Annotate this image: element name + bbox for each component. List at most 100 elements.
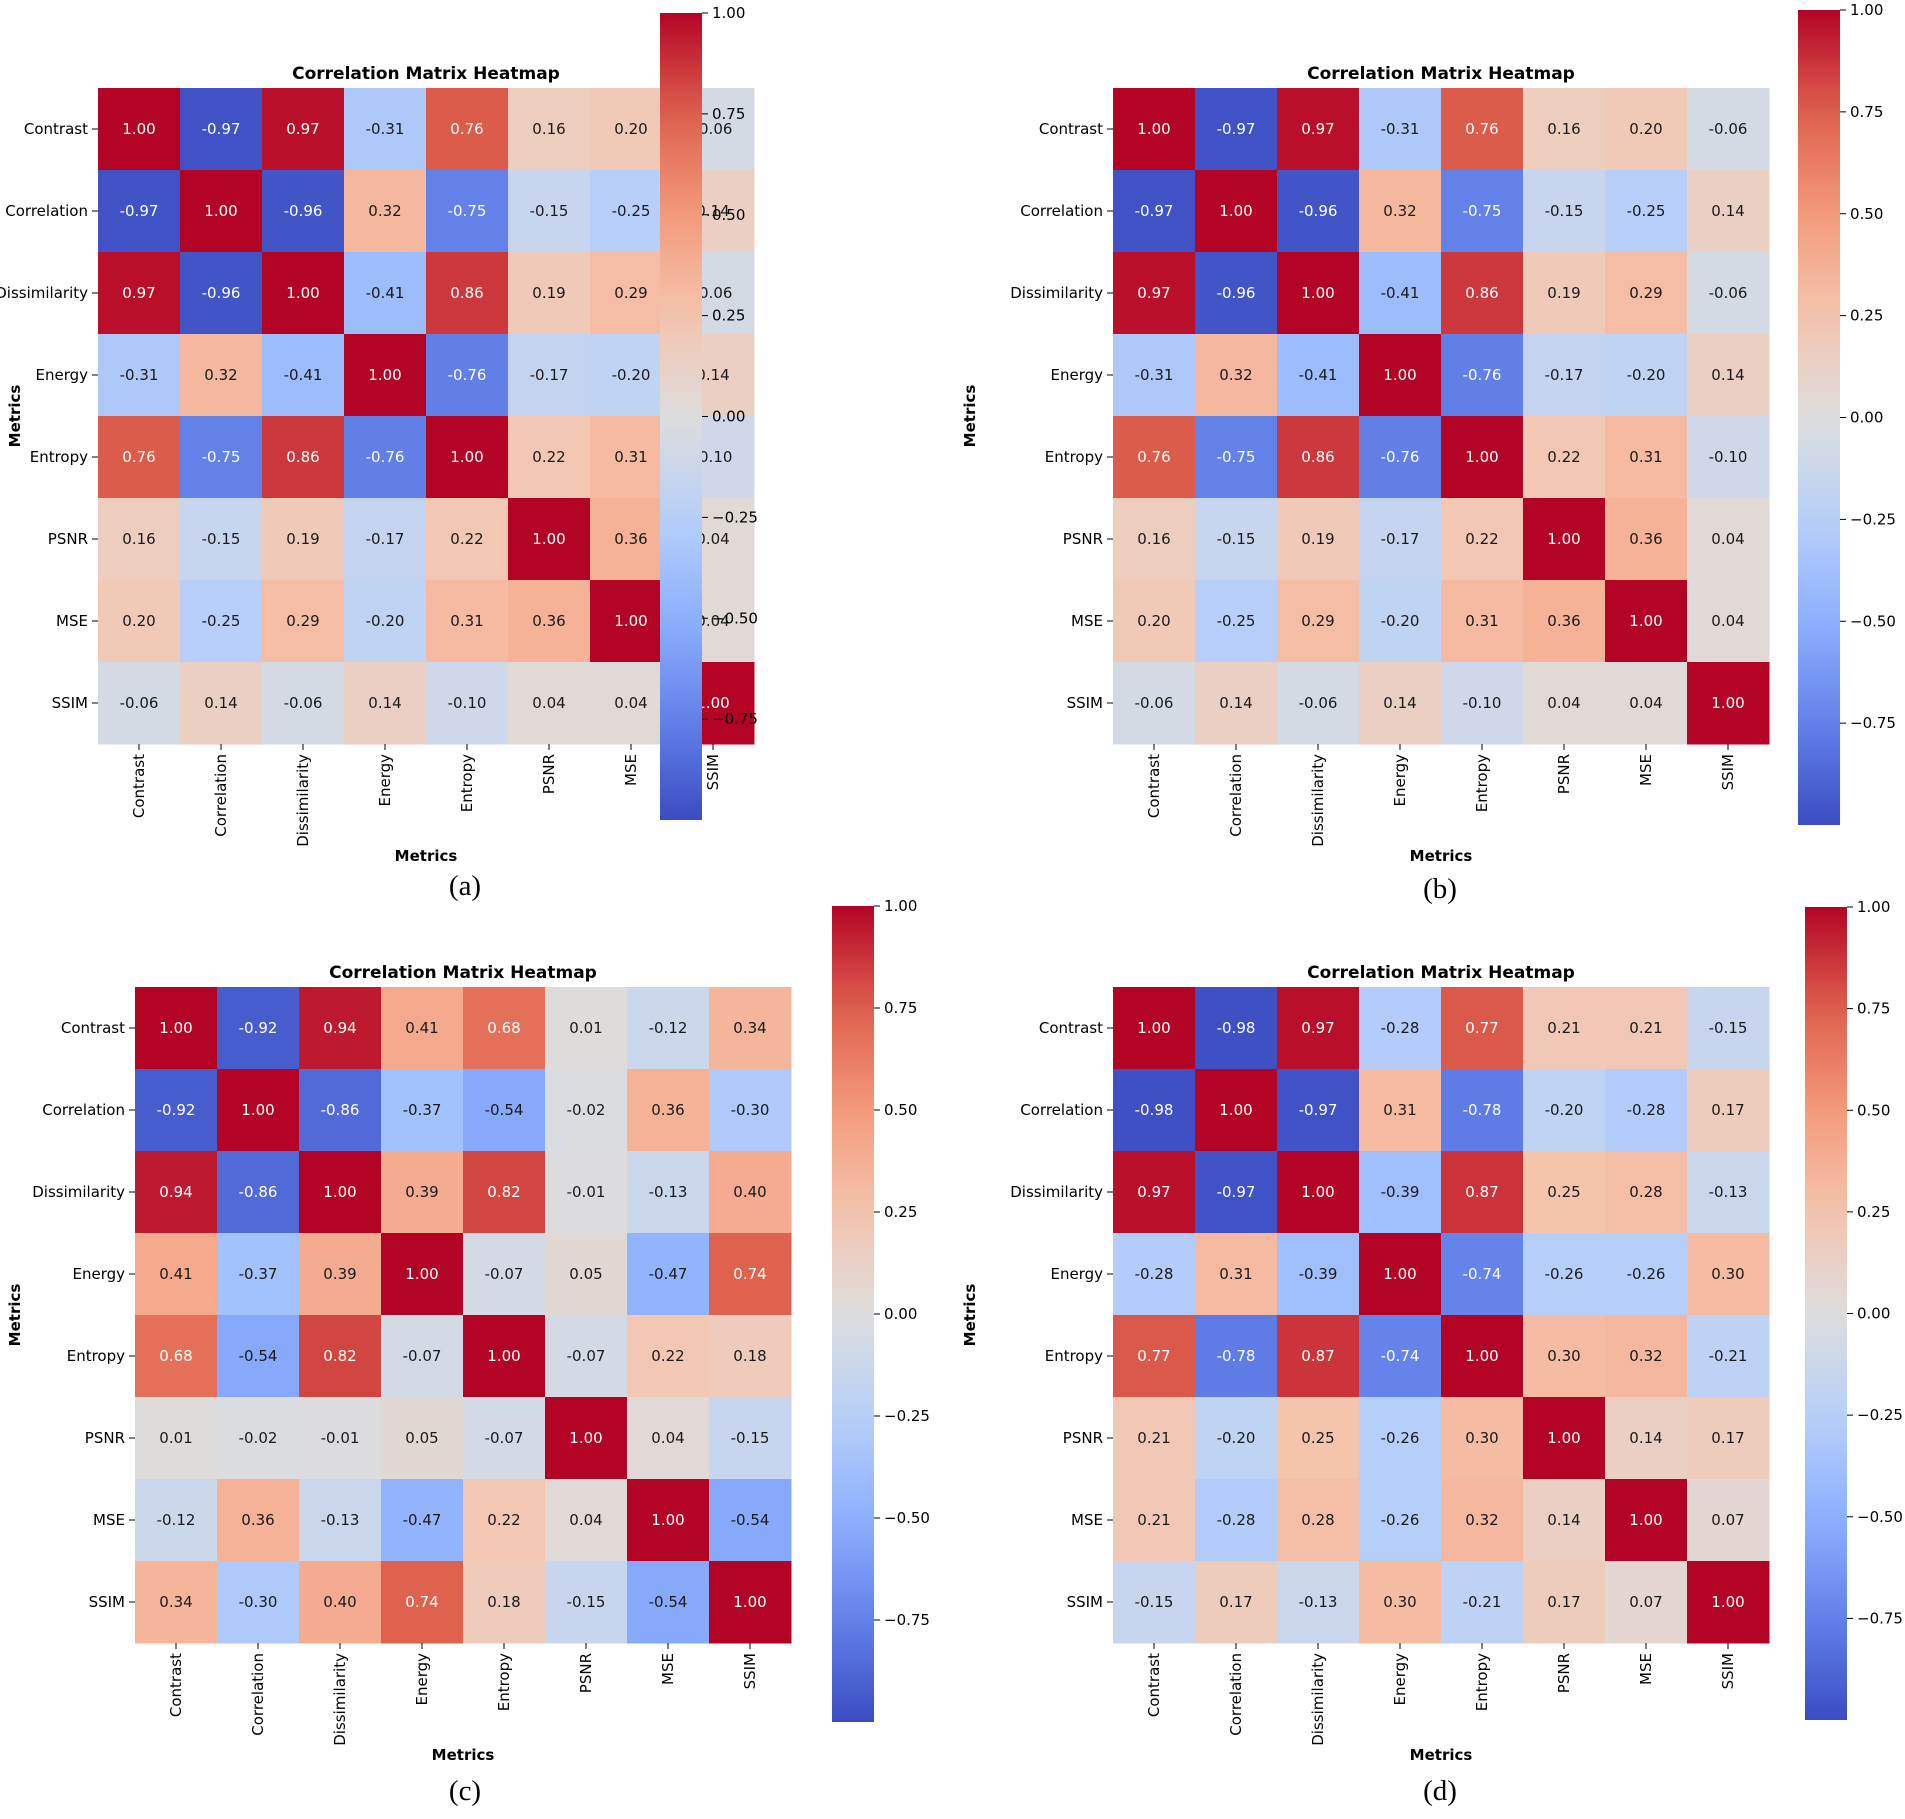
heatmap-cell [1687,662,1770,745]
heatmap-cell [98,88,181,171]
cell-value-label: 0.21 [1629,1019,1662,1037]
x-tick-label: Dissimilarity [294,754,312,847]
heatmap-cell [1441,334,1524,417]
y-axis-label: Metrics [961,385,979,448]
y-tick-label: Contrast [1039,120,1103,138]
cell-value-label: -0.39 [1381,1183,1420,1201]
heatmap-cell [1687,1151,1770,1234]
heatmap-cell [1195,1397,1278,1480]
heatmap-cell [508,252,591,335]
heatmap-cell [1605,1151,1688,1234]
heatmap-cell [1359,252,1442,335]
cell-value-label: -0.86 [321,1101,360,1119]
cell-value-label: 1.00 [1711,694,1744,712]
heatmap-cell [545,1315,628,1398]
cell-value-label: -0.75 [448,202,487,220]
cell-value-label: 0.14 [696,366,729,384]
heatmap-cell [1441,88,1524,171]
heatmap-cell [1441,252,1524,335]
heatmap-cell [1687,1561,1770,1644]
heatmap-cell [1523,662,1606,745]
heatmap-cell [262,170,345,253]
heatmap-cell [1113,580,1196,663]
cell-value-label: 0.97 [1137,1183,1170,1201]
y-tick-label: Contrast [1039,1019,1103,1037]
cell-value-label: 0.07 [1711,1511,1744,1529]
heatmap-cell [1605,987,1688,1070]
heatmap-cell [1195,334,1278,417]
heatmap-cell [1605,498,1688,581]
heatmap-cell [709,1069,792,1152]
cell-value-label: 1.00 [1137,1019,1170,1037]
heatmap-cell [1441,1069,1524,1152]
colorbar [660,13,702,820]
y-tick-label: PSNR [48,530,88,548]
cell-value-label: 0.31 [1219,1265,1252,1283]
cell-value-label: 0.30 [1383,1593,1416,1611]
heatmap-cell [1687,252,1770,335]
cell-value-label: 0.04 [1547,694,1580,712]
colorbar-tick-label: 1.00 [1850,1,1883,19]
cell-value-label: -0.06 [1709,284,1748,302]
cell-value-label: -0.25 [1627,202,1666,220]
colorbar-tick-label: 0.25 [884,1203,917,1221]
heatmap-panel-b: 1.00 -0.97 0.97 -0.31 0.76 0.16 0.20 -0.06 -0.97… [955,0,1905,900]
colorbar-tick-label: 0.00 [1850,409,1883,427]
x-tick-label: SSIM [1719,1653,1737,1689]
cell-value-label: -0.12 [157,1511,196,1529]
y-tick-label: PSNR [1063,1429,1103,1447]
heatmap-cell [1113,334,1196,417]
cell-value-label: -0.30 [239,1593,278,1611]
cell-value-label: 1.00 [122,120,155,138]
y-axis-label: Metrics [961,1284,979,1347]
heatmap-cell [1195,416,1278,499]
x-axis-label: Metrics [395,847,458,865]
heatmap-cell [1195,1069,1278,1152]
cell-value-label: 0.31 [1465,612,1498,630]
cell-value-label: -0.13 [1299,1593,1338,1611]
heatmap-cell [1113,1561,1196,1644]
cell-value-label: 1.00 [1547,530,1580,548]
heatmap-cell [1195,1315,1278,1398]
cell-value-label: 0.18 [487,1593,520,1611]
cell-value-label: -0.06 [1709,120,1748,138]
cell-value-label: 0.74 [733,1265,766,1283]
heatmap-cell [463,1233,546,1316]
cell-value-label: -0.97 [1217,120,1256,138]
heatmap-cell [135,987,218,1070]
heatmap-cell [180,334,263,417]
y-tick-label: PSNR [1063,530,1103,548]
x-tick-label: MSE [659,1653,677,1685]
cell-value-label: 0.31 [450,612,483,630]
cell-value-label: -0.15 [1135,1593,1174,1611]
cell-value-label: 1.00 [1219,1101,1252,1119]
cell-value-label: 0.97 [1301,1019,1334,1037]
heatmap-cell [1687,416,1770,499]
heatmap-cell [1605,252,1688,335]
colorbar-tick-label: −0.25 [1850,510,1896,528]
heatmap-cell [98,498,181,581]
colorbar-tick-label: −0.25 [712,508,758,526]
cell-value-label: -0.26 [1381,1429,1420,1447]
colorbar [1798,10,1840,825]
heatmap-cell [627,1069,710,1152]
cell-value-label: -0.15 [1545,202,1584,220]
heatmap-cell [1277,416,1360,499]
heatmap-cell [1113,1479,1196,1562]
cell-value-label: -0.06 [1299,694,1338,712]
cell-value-label: 0.22 [651,1347,684,1365]
heatmap-panel-a: 1.00 -0.97 0.97 -0.31 0.76 0.16 0.20 -0.06 -0.97… [0,0,950,900]
heatmap-panel-c: 1.00 -0.92 0.94 0.41 0.68 0.01 -0.12 0.34 -0.92 1… [0,897,950,1815]
cell-value-label: 0.86 [1465,284,1498,302]
heatmap-cell [135,1069,218,1152]
heatmap-cell [1113,170,1196,253]
cell-value-label: 0.28 [1301,1511,1334,1529]
heatmap-chart-b: 1.00 -0.97 0.97 -0.31 0.76 0.16 0.20 -0.06 -0.97… [961,1,1896,865]
heatmap-cell [1687,1233,1770,1316]
heatmap-cell [1277,334,1360,417]
heatmap-cell [381,1397,464,1480]
cell-value-label: 0.16 [1547,120,1580,138]
heatmap-cell [590,498,673,581]
cell-value-label: 1.00 [532,530,565,548]
cell-value-label: 0.22 [1547,448,1580,466]
